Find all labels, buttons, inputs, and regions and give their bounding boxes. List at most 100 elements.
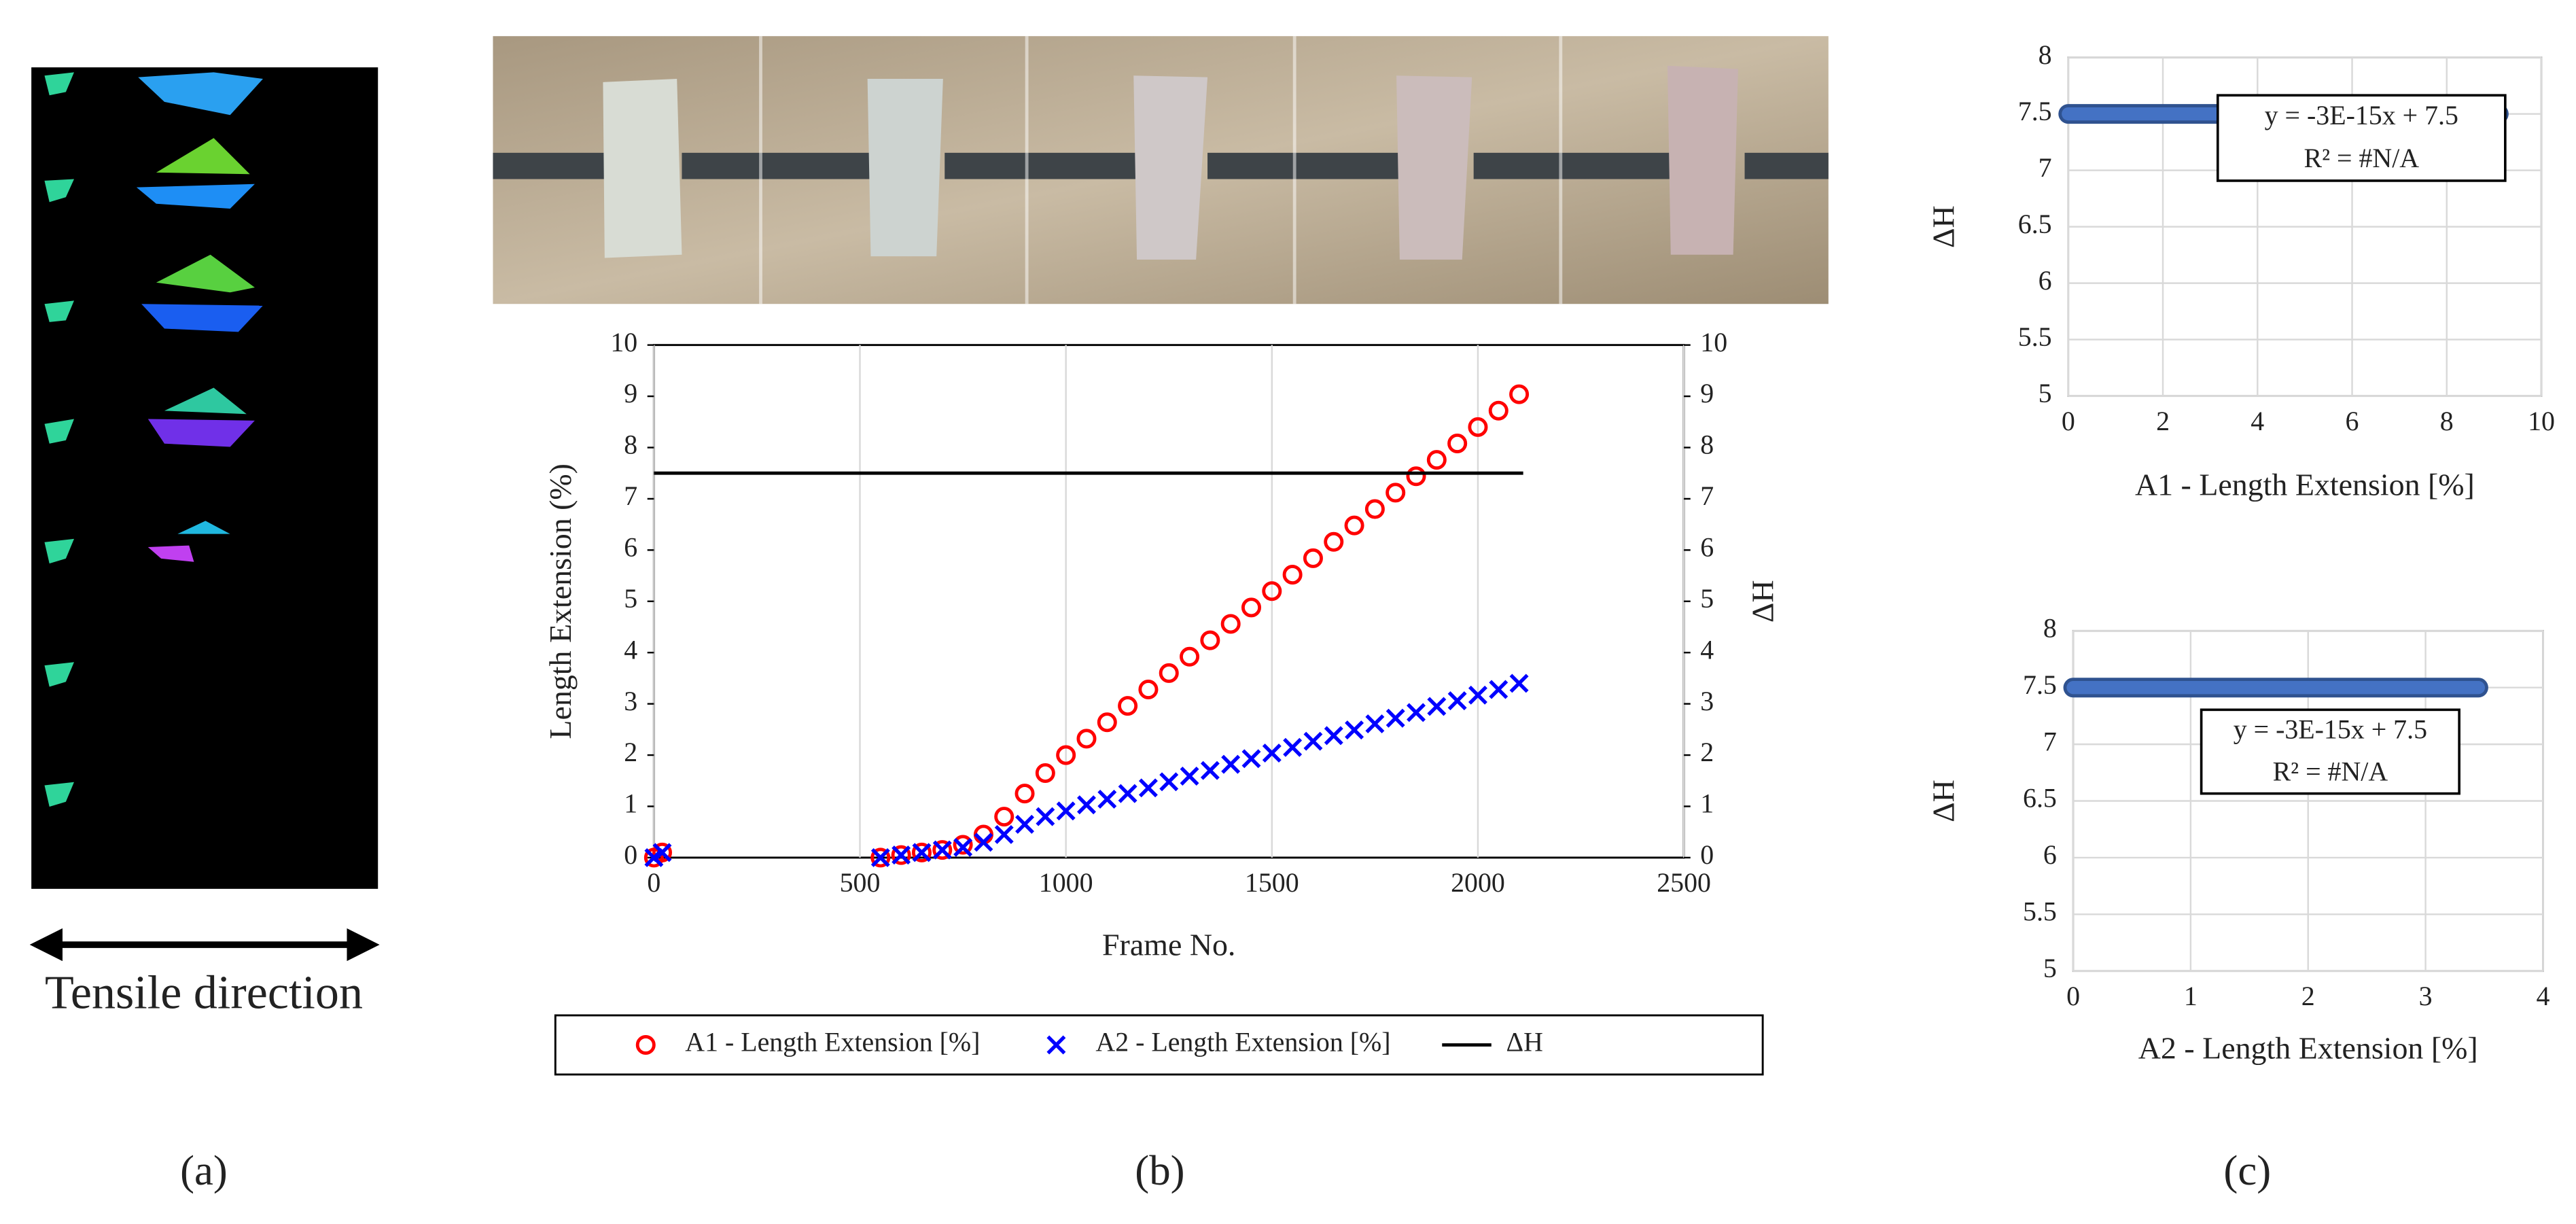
point — [1159, 772, 1179, 792]
y-tick-label: 5.5 — [2023, 896, 2057, 926]
y2-tick-label: 6 — [1700, 532, 1714, 563]
point — [994, 825, 1014, 844]
y2-tick-label: 1 — [1700, 788, 1714, 819]
point — [1118, 696, 1138, 716]
point — [1138, 680, 1159, 700]
point — [1015, 814, 1034, 834]
legend-marker — [635, 1034, 656, 1055]
point — [1364, 499, 1385, 519]
point — [1221, 754, 1241, 774]
annotation-box — [2216, 94, 2507, 182]
y-tick-label: 6.5 — [2023, 783, 2057, 814]
point — [1426, 450, 1447, 470]
x-tick-label: 1500 — [1245, 867, 1299, 898]
point — [1262, 581, 1282, 601]
point — [891, 845, 911, 865]
y-tick-label: 9 — [624, 378, 637, 408]
y-tick-label: 7.5 — [2023, 669, 2057, 700]
point — [1180, 646, 1200, 667]
point — [1427, 697, 1447, 716]
y-tick-label: 7.5 — [2018, 96, 2052, 126]
y-tick-label: 4 — [624, 634, 637, 665]
y-axis-title: Length Extension (%) — [543, 464, 578, 739]
point — [1159, 663, 1179, 683]
x-axis-title: Frame No. — [1102, 927, 1235, 962]
y2-tick-label: 9 — [1700, 378, 1714, 408]
y-tick-label: 6.5 — [2018, 209, 2052, 239]
point — [1488, 400, 1508, 421]
panel-label: (b) — [1135, 1147, 1184, 1194]
point — [1468, 685, 1487, 705]
caption: Tensile direction — [45, 966, 363, 1019]
legend — [554, 1014, 1764, 1076]
specimen-photos — [493, 36, 1829, 304]
point — [1056, 801, 1076, 821]
point — [1241, 597, 1261, 618]
annotation: R² = #N/A — [2273, 756, 2388, 786]
point — [1345, 720, 1364, 740]
x-tick-label: 4 — [2536, 981, 2549, 1011]
y-tick-label: 7 — [2039, 152, 2052, 183]
strain-map — [31, 67, 378, 889]
y2-tick-label: 0 — [1700, 839, 1714, 870]
point — [1447, 433, 1468, 453]
y-tick-label: 6 — [624, 532, 637, 563]
point — [1200, 760, 1220, 780]
y2-tick-label: 3 — [1700, 686, 1714, 716]
y-tick-label: 5 — [624, 583, 637, 614]
x-tick-label: 4 — [2251, 406, 2264, 436]
annotation: y = -3E-15x + 7.5 — [2265, 100, 2458, 130]
point — [870, 847, 891, 868]
point — [1241, 749, 1261, 769]
point — [652, 842, 672, 862]
y-tick-label: 8 — [2043, 612, 2057, 643]
point — [1056, 745, 1076, 765]
y2-axis-title: ΔH — [1746, 580, 1780, 623]
y-tick-label: 2 — [624, 737, 637, 767]
point — [1344, 515, 1364, 536]
point — [1076, 729, 1097, 749]
point — [1282, 565, 1303, 585]
y2-tick-label: 8 — [1700, 430, 1714, 460]
y-tick-label: 7 — [624, 480, 637, 511]
point — [1447, 691, 1467, 711]
y-tick-label: 1 — [624, 788, 637, 819]
point — [1262, 744, 1282, 763]
x-tick-label: 8 — [2440, 406, 2454, 436]
legend-label: A2 - Length Extension [%] — [1095, 1027, 1390, 1057]
point — [1468, 417, 1488, 437]
point — [1303, 548, 1323, 568]
point — [1035, 763, 1055, 783]
legend-label: ΔH — [1506, 1027, 1543, 1057]
y-tick-label: 6 — [2043, 839, 2057, 870]
point — [1324, 726, 1343, 746]
legend-label: A1 - Length Extension [%] — [685, 1027, 980, 1057]
annotation: y = -3E-15x + 7.5 — [2234, 714, 2427, 745]
point — [1365, 714, 1385, 734]
y-tick-label: 8 — [2039, 39, 2052, 70]
point — [1489, 680, 1508, 699]
point — [1303, 731, 1323, 751]
point — [932, 840, 952, 860]
y-tick-label: 7 — [2043, 726, 2057, 756]
x-tick-label: 1 — [2184, 981, 2198, 1011]
panel-label: (c) — [2223, 1147, 2271, 1194]
point — [1036, 807, 1055, 826]
x-tick-label: 1000 — [1039, 867, 1093, 898]
point — [892, 845, 911, 865]
plot-area — [652, 344, 1685, 859]
point — [1386, 708, 1405, 728]
x-tick-label: 10 — [2528, 406, 2555, 436]
x-tick-label: 500 — [840, 867, 881, 898]
y2-tick-label: 4 — [1700, 634, 1714, 665]
point — [1118, 784, 1137, 803]
x-tick-label: 0 — [2066, 981, 2080, 1011]
x-axis-title: A1 - Length Extension [%] — [2135, 468, 2475, 502]
y-tick-label: 10 — [610, 327, 637, 357]
y2-tick-label: 10 — [1700, 327, 1727, 357]
y-tick-label: 5 — [2043, 953, 2057, 983]
point — [1407, 703, 1426, 722]
point — [912, 843, 932, 862]
y-axis-title: ΔH — [1926, 780, 1960, 822]
